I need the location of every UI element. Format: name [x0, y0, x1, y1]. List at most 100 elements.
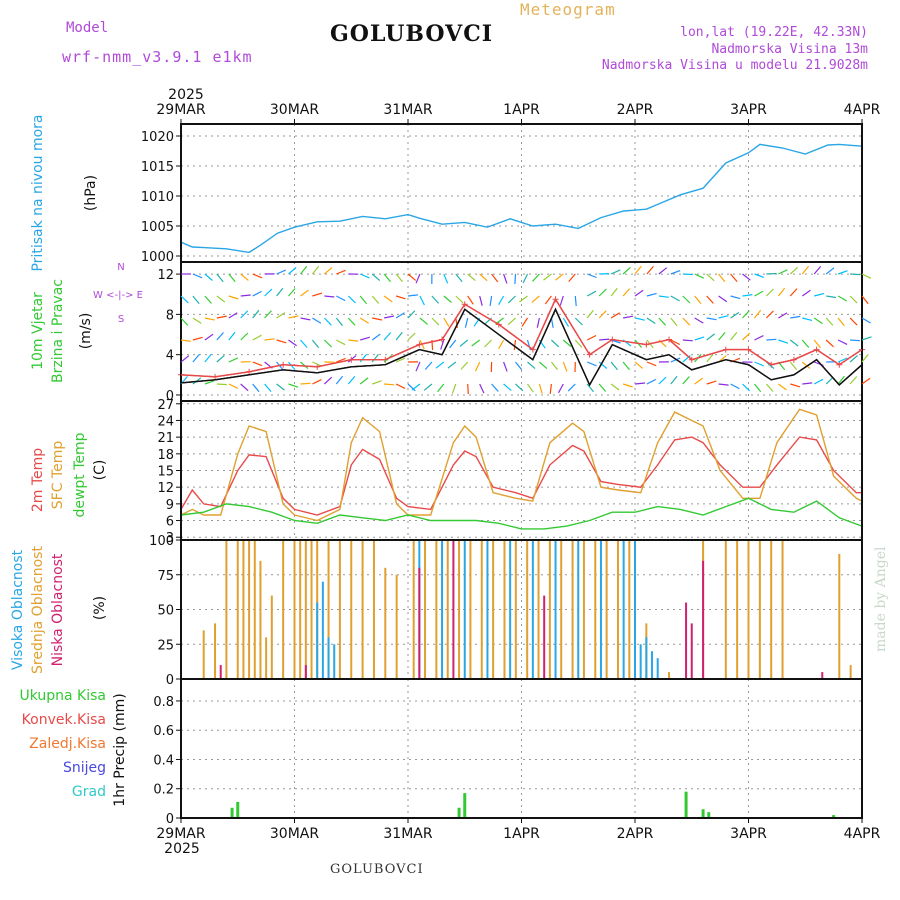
- wind-arrow: [431, 317, 440, 326]
- wind-arrow: [455, 273, 463, 283]
- wind-arrow: [507, 295, 516, 304]
- y-tick-label: 24: [157, 414, 174, 429]
- wind-arrow: [240, 332, 249, 341]
- wind-arrow: [861, 317, 871, 324]
- y-tick-label: 12: [157, 268, 174, 283]
- bar-cloud_mid: [310, 540, 313, 679]
- bar-cloud_mid: [259, 560, 262, 679]
- wind-arrow: [252, 273, 263, 279]
- wind-arrow: [371, 333, 381, 341]
- wind-arrow: [347, 355, 357, 363]
- bar-cloud_mid: [435, 540, 438, 679]
- y-tick-label: 0.2: [153, 783, 174, 798]
- wind-arrow: [718, 332, 726, 341]
- wind-arrow: [459, 339, 469, 347]
- wind-arrow: [634, 361, 643, 369]
- wind-arrow: [801, 289, 811, 297]
- wind-arrow: [180, 295, 189, 304]
- wind-arrow: [634, 265, 642, 275]
- wind-arrow: [407, 310, 416, 319]
- wind-arrow: [586, 383, 594, 393]
- bar-cloud_mid: [503, 540, 506, 679]
- y-tick-label: 25: [157, 638, 174, 653]
- cloud-unit-label: (%): [92, 596, 108, 620]
- series-line-dewpoint: [180, 497, 863, 530]
- precip-legend-item: Ukupna Kisa: [19, 688, 106, 704]
- bar-cloud_mid: [781, 540, 784, 679]
- wind-arrow: [192, 317, 202, 324]
- wind-arrow: [622, 288, 631, 297]
- y-tick-label: 15: [157, 465, 174, 480]
- wind-arrow: [288, 267, 297, 275]
- wind-arrow: [670, 317, 678, 327]
- wind-arrow: [383, 332, 392, 341]
- wind-arrow: [415, 361, 421, 372]
- bar-cloud_high: [639, 644, 642, 679]
- temp-axis-label-2m: 2m Temp: [30, 448, 46, 512]
- wind-arrow: [216, 273, 224, 283]
- bar-cloud_mid: [236, 540, 239, 679]
- bar-cloud_low: [685, 602, 688, 679]
- wind-arrow: [544, 295, 552, 305]
- wind-arrow: [622, 361, 630, 371]
- bar-cloud_mid: [327, 540, 330, 679]
- bar-cloud_high: [486, 540, 489, 679]
- elevation-label: Nadmorska Visina 13m: [711, 42, 868, 57]
- wind-arrow: [383, 315, 395, 319]
- wind-arrow: [443, 295, 452, 303]
- wind-arrow: [778, 383, 787, 391]
- wind-arrow: [598, 310, 607, 319]
- wind-arrow: [204, 317, 215, 321]
- wind-arrow: [395, 357, 406, 363]
- bar-cloud_mid: [446, 540, 449, 679]
- bar-cloud_mid: [293, 540, 296, 679]
- wind-arrow: [754, 335, 764, 341]
- wind-arrow: [813, 266, 822, 275]
- x-tick-label-bottom: 2APR: [617, 826, 654, 842]
- bar-cloud_mid: [770, 540, 773, 679]
- wind-arrow: [766, 272, 777, 275]
- wind-arrow: [216, 295, 226, 303]
- wind-arrow: [861, 295, 869, 305]
- wind-arrow: [568, 273, 576, 282]
- wind-arrow: [694, 377, 704, 385]
- wind-arrow: [754, 309, 762, 319]
- wind-arrow: [359, 353, 368, 363]
- wind-arrow: [718, 315, 729, 319]
- wind-arrow: [419, 295, 425, 306]
- bar-cloud_mid: [282, 540, 285, 679]
- wind-arrow: [849, 354, 858, 363]
- coordinates-label: lon,lat (19.22E, 42.33N): [680, 25, 868, 40]
- wind-arrow: [288, 383, 299, 388]
- x-tick-label-bottom: 31MAR: [383, 826, 432, 842]
- wind-arrow: [861, 336, 872, 341]
- wind-arrow: [240, 294, 251, 297]
- footer-station-label: GOLUBOVCI: [330, 862, 424, 877]
- bar-cloud_high: [554, 540, 557, 679]
- wind-arrow: [347, 295, 356, 304]
- panel-frame-wind: [180, 261, 863, 402]
- wind-arrow: [240, 273, 249, 281]
- wind-arrow: [536, 317, 540, 328]
- wind-arrow: [837, 295, 848, 302]
- wind-arrow: [766, 338, 777, 341]
- wind-arrow: [706, 333, 715, 341]
- bar-cloud_mid: [736, 540, 739, 679]
- wind-arrow: [515, 383, 524, 392]
- wind-arrow: [371, 295, 380, 304]
- wind-arrow: [276, 287, 284, 297]
- wind-arrow: [658, 295, 669, 298]
- wind-arrow: [646, 266, 654, 275]
- wind-arrow: [789, 339, 799, 347]
- wind-arrow: [610, 361, 618, 371]
- wind-arrow: [598, 288, 607, 297]
- wind-arrow: [335, 375, 344, 385]
- wind-compass-south: S: [118, 314, 124, 325]
- y-tick-label: 6: [166, 515, 174, 530]
- bar-cloud_mid: [849, 665, 852, 679]
- bar-cloud_low: [219, 665, 222, 679]
- wind-arrow: [503, 273, 508, 284]
- y-tick-label: 0.8: [153, 695, 174, 710]
- wind-arrow: [825, 376, 834, 385]
- bar-cloud_mid: [202, 630, 205, 679]
